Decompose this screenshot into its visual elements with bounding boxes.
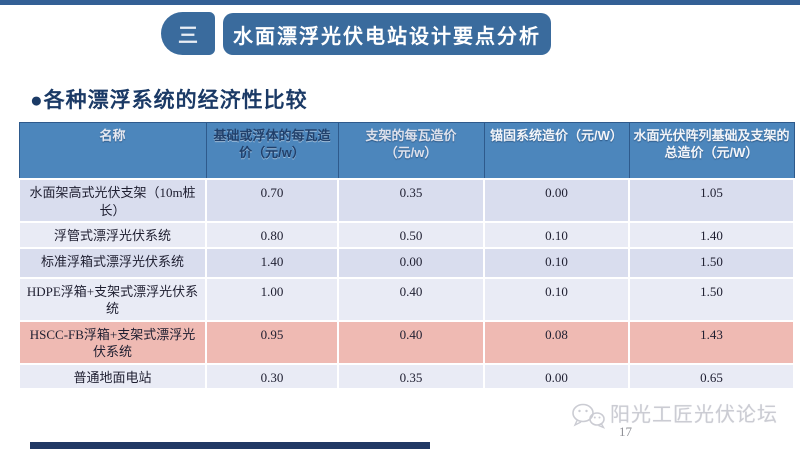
cell-value: 1.40 [205,246,339,279]
column-header-anchor-cost: 锚固系统造价（元/W） [483,122,630,180]
cell-value: 0.40 [337,276,485,322]
section-heading: ●各种漂浮系统的经济性比较 [30,88,308,112]
cell-value: 0.08 [483,319,630,365]
section-number-label: 三 [178,25,198,47]
cell-name: HDPE浮箱+支架式漂浮光伏系统 [18,276,207,322]
cell-value: 0.95 [205,319,339,365]
cell-value: 0.35 [337,362,485,391]
cell-name: 浮管式漂浮光伏系统 [18,221,207,249]
table-row-highlighted: HSCC-FB浮箱+支架式漂浮光伏系统 0.95 0.40 0.08 1.43 [18,319,795,365]
table-row: 水面架高式光伏支架（10m桩长） 0.70 0.35 0.00 1.05 [18,177,795,224]
cell-value: 1.43 [628,319,795,365]
column-header-total-cost: 水面光伏阵列基础及支架的总造价（元/W） [628,122,795,180]
cell-value: 1.40 [628,221,795,249]
slide-title-banner: 水面漂浮光伏电站设计要点分析 [223,13,551,55]
cell-value: 0.10 [483,276,630,322]
cell-value: 1.00 [205,276,339,322]
cell-name: 普通地面电站 [18,362,207,391]
cost-comparison-table: 名称 基础或浮体的每瓦造价（元/w） 支架的每瓦造价（元/w） 锚固系统造价（元… [18,122,795,391]
cell-value: 1.50 [628,246,795,279]
cell-name: HSCC-FB浮箱+支架式漂浮光伏系统 [18,319,207,365]
column-header-bracket-cost: 支架的每瓦造价（元/w） [337,122,485,180]
section-number-badge: 三 [161,12,215,55]
cell-value: 1.50 [628,276,795,322]
slide-title: 水面漂浮光伏电站设计要点分析 [233,25,541,48]
cell-value: 1.05 [628,177,795,224]
cell-value: 0.65 [628,362,795,391]
cell-value: 0.00 [337,246,485,279]
table-row: 标准浮箱式漂浮光伏系统 1.40 0.00 0.10 1.50 [18,246,795,279]
cell-name: 标准浮箱式漂浮光伏系统 [18,246,207,279]
cell-value: 0.50 [337,221,485,249]
wechat-icon [572,403,606,429]
cell-value: 0.30 [205,362,339,391]
cell-value: 0.80 [205,221,339,249]
table-row: 普通地面电站 0.30 0.35 0.00 0.65 [18,362,795,391]
cell-value: 0.00 [483,362,630,391]
table-header-row: 名称 基础或浮体的每瓦造价（元/w） 支架的每瓦造价（元/w） 锚固系统造价（元… [18,122,795,180]
page-number: 17 [619,424,632,439]
cell-value: 0.00 [483,177,630,224]
table-row: 浮管式漂浮光伏系统 0.80 0.50 0.10 1.40 [18,221,795,249]
column-header-name: 名称 [18,122,207,180]
column-header-base-cost: 基础或浮体的每瓦造价（元/w） [205,122,339,180]
cell-value: 0.35 [337,177,485,224]
watermark-text: 阳光工匠光伏论坛 [610,404,778,426]
cell-value: 0.70 [205,177,339,224]
top-divider-bar [0,0,800,5]
cell-value: 0.10 [483,246,630,279]
bottom-divider-bar [30,442,430,449]
cell-value: 0.40 [337,319,485,365]
cell-value: 0.10 [483,221,630,249]
watermark: 阳光工匠光伏论坛 [570,398,778,430]
cell-name: 水面架高式光伏支架（10m桩长） [18,177,207,224]
table-row: HDPE浮箱+支架式漂浮光伏系统 1.00 0.40 0.10 1.50 [18,276,795,322]
